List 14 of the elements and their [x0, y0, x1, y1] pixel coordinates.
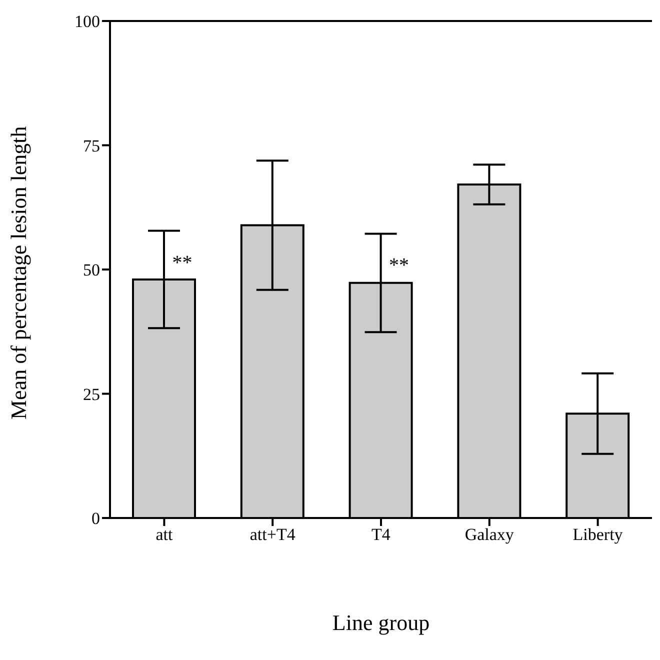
y-tick-label: 50 — [83, 260, 100, 280]
x-tick-label: att+T4 — [250, 525, 296, 544]
annotation: ** — [389, 254, 409, 277]
annotation: ** — [172, 252, 192, 274]
x-axis-title: Line group — [332, 610, 430, 635]
y-tick-label: 75 — [83, 136, 100, 156]
x-tick-label: Galaxy — [464, 525, 514, 544]
y-axis-title: Mean of percentage lesion length — [6, 126, 31, 420]
x-tick-label: att — [156, 525, 173, 544]
y-tick-label: 0 — [92, 509, 100, 528]
x-tick-label: T4 — [372, 525, 391, 544]
y-tick-label: 100 — [74, 12, 100, 32]
y-tick-label: 25 — [83, 384, 100, 404]
x-tick-label: Liberty — [572, 525, 624, 544]
